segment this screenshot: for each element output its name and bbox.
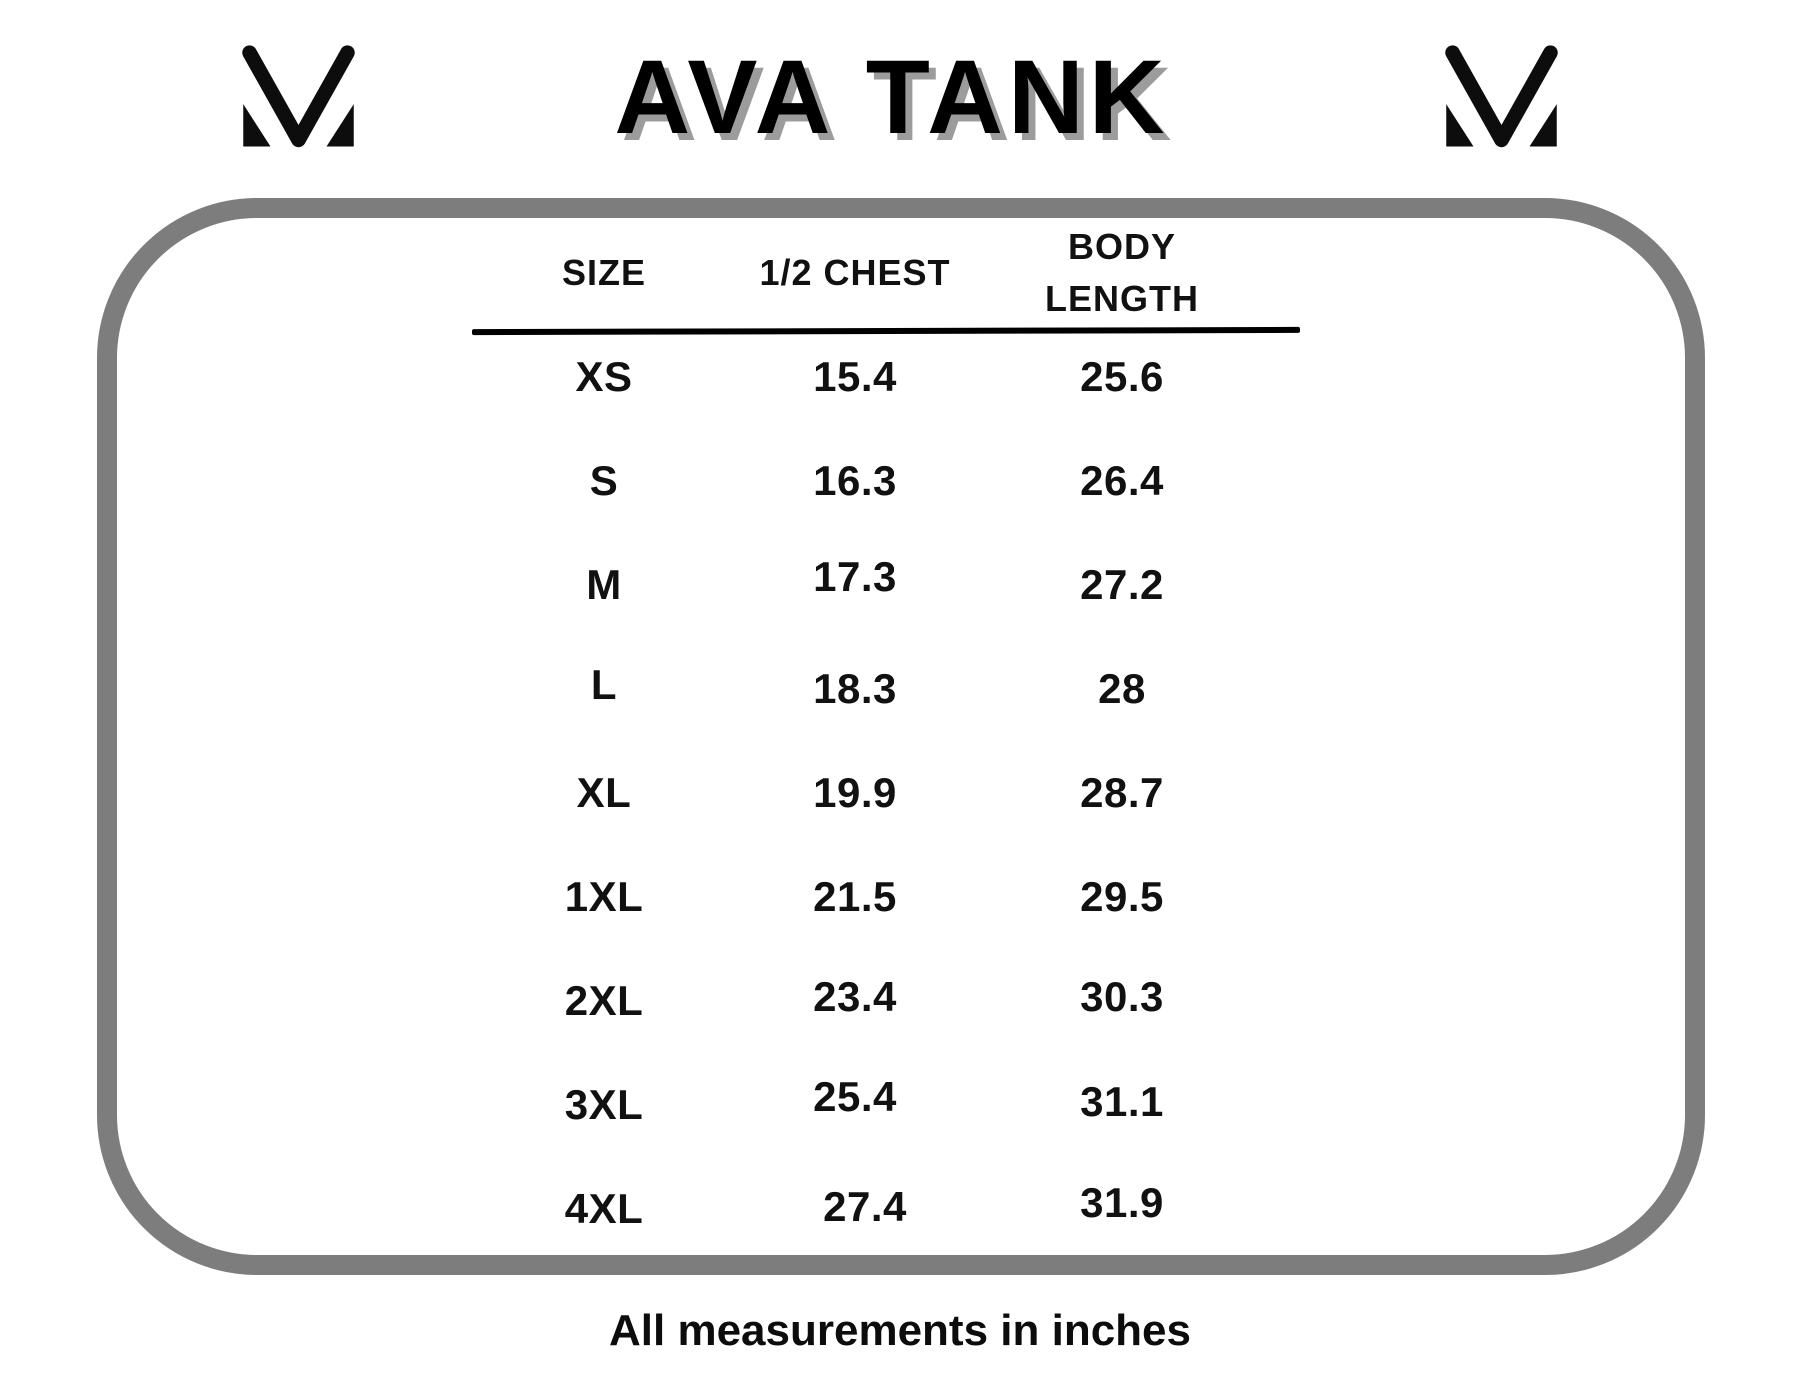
size-chart-frame bbox=[97, 198, 1705, 1275]
size-chart-table: SIZE 1/2 CHEST BODY LENGTH XS 15.4 25.6 … bbox=[471, 218, 1301, 1263]
body-length-cell: 31.1 bbox=[1080, 1078, 1164, 1125]
table-row: M 17.3 27.2 bbox=[472, 533, 1270, 637]
table-row: 1XL 21.5 29.5 bbox=[472, 845, 1270, 949]
column-header-body-length: BODY LENGTH bbox=[1045, 226, 1199, 319]
size-cell: XS bbox=[575, 353, 633, 400]
body-length-cell: 25.6 bbox=[1080, 353, 1164, 400]
m-monogram-icon bbox=[1445, 45, 1558, 148]
table-row: 4XL 27.4 31.9 bbox=[472, 1157, 1270, 1261]
table-row: L 18.3 28 bbox=[472, 637, 1270, 741]
half-chest-cell: 18.3 bbox=[813, 665, 897, 712]
half-chest-cell: 21.5 bbox=[813, 873, 897, 920]
body-length-cell: 28 bbox=[1098, 665, 1146, 712]
size-cell: XL bbox=[576, 769, 632, 816]
table-row: XS 15.4 25.6 bbox=[472, 325, 1270, 429]
size-cell: S bbox=[589, 457, 619, 504]
table-row: S 16.3 26.4 bbox=[472, 429, 1270, 533]
body-length-cell: 27.2 bbox=[1080, 561, 1164, 608]
size-cell: 3XL bbox=[564, 1081, 644, 1128]
measurements-note: All measurements in inches bbox=[609, 1306, 1191, 1355]
body-length-cell: 31.9 bbox=[1080, 1179, 1164, 1226]
table-row: 2XL 23.4 30.3 bbox=[472, 949, 1270, 1053]
half-chest-cell: 27.4 bbox=[823, 1183, 907, 1230]
body-length-cell: 26.4 bbox=[1080, 457, 1164, 504]
column-header-size: SIZE bbox=[561, 252, 646, 293]
m-monogram-icon bbox=[242, 45, 355, 148]
size-cell: 1XL bbox=[564, 873, 644, 920]
size-cell: 4XL bbox=[564, 1185, 644, 1232]
body-length-cell: 28.7 bbox=[1080, 769, 1164, 816]
half-chest-cell: 16.3 bbox=[813, 457, 897, 504]
table-body: XS 15.4 25.6 S 16.3 26.4 M 17.3 27.2 L 1… bbox=[472, 325, 1270, 1261]
column-header-half-chest: 1/2 CHEST bbox=[759, 252, 951, 293]
body-length-cell: 29.5 bbox=[1080, 873, 1164, 920]
page-title: AVA TANK bbox=[614, 39, 1170, 156]
size-cell: 2XL bbox=[564, 977, 644, 1024]
size-cell: L bbox=[590, 661, 618, 708]
brand-logo-left bbox=[240, 42, 357, 150]
half-chest-cell: 19.9 bbox=[813, 769, 897, 816]
half-chest-cell: 17.3 bbox=[813, 553, 897, 600]
brand-logo-right bbox=[1443, 42, 1560, 150]
table-row: 3XL 25.4 31.1 bbox=[472, 1053, 1270, 1157]
table-header-row: SIZE 1/2 CHEST BODY LENGTH bbox=[472, 218, 1270, 328]
body-length-cell: 30.3 bbox=[1080, 973, 1164, 1020]
half-chest-cell: 23.4 bbox=[813, 973, 897, 1020]
table-row: XL 19.9 28.7 bbox=[472, 741, 1270, 845]
size-cell: M bbox=[586, 561, 622, 608]
half-chest-cell: 15.4 bbox=[813, 353, 897, 400]
half-chest-cell: 25.4 bbox=[813, 1073, 897, 1120]
